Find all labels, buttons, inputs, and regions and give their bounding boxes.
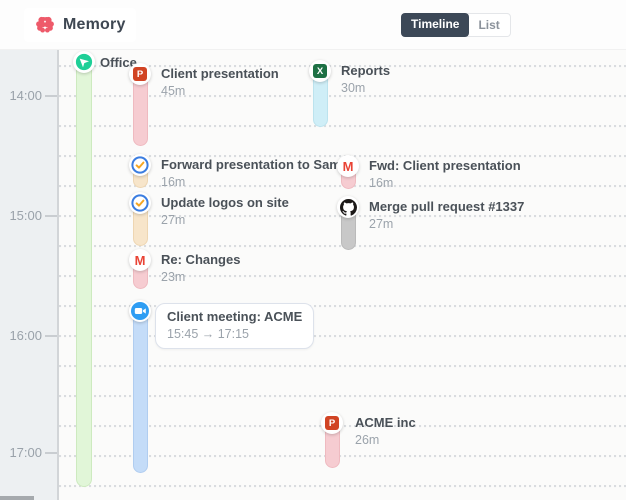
- excel-icon: X: [309, 60, 331, 82]
- task-check-icon: [129, 192, 151, 214]
- gmail-icon: M: [129, 249, 151, 271]
- app-logo: Memory: [24, 8, 136, 42]
- event-duration: 27m: [161, 213, 186, 227]
- hour-label-17: 17:00: [9, 445, 42, 460]
- event-duration-bar: [76, 53, 92, 487]
- timeline-canvas: 14:00 15:00 16:00 17:00 Office P Client …: [0, 50, 626, 500]
- event-client-meeting[interactable]: Client meeting: ACME 15:45 → 17:15: [129, 300, 315, 473]
- event-duration: 16m: [369, 176, 394, 190]
- hour-tick: [45, 335, 57, 337]
- event-time-range: 15:45 → 17:15: [167, 327, 250, 341]
- event-title: Fwd: Client presentation: [369, 158, 521, 173]
- time-axis-gutter: [0, 50, 57, 500]
- gmail-icon: M: [337, 155, 359, 177]
- event-fwd-client-presentation[interactable]: M Fwd: Client presentation 16m: [337, 155, 521, 190]
- hour-label-16: 16:00: [9, 328, 42, 343]
- hour-tick: [45, 452, 57, 454]
- event-duration: 45m: [161, 84, 186, 98]
- event-forward-presentation[interactable]: Forward presentation to Sam 16m: [129, 154, 341, 189]
- event-title: Merge pull request #1337: [369, 199, 525, 214]
- app-title: Memory: [63, 16, 126, 33]
- hour-label-14: 14:00: [9, 88, 42, 103]
- event-title: Reports: [341, 63, 391, 78]
- github-icon: [337, 196, 359, 218]
- app-header: Memory Timeline List: [0, 0, 626, 50]
- event-duration: 16m: [161, 175, 186, 189]
- event-title: Forward presentation to Sam: [161, 157, 341, 172]
- event-client-presentation[interactable]: P Client presentation 45m: [129, 63, 279, 146]
- brain-icon: [36, 16, 54, 33]
- event-duration: 23m: [161, 270, 186, 284]
- video-camera-icon: [129, 300, 151, 322]
- event-acme-inc[interactable]: P ACME inc 26m: [321, 412, 416, 468]
- event-re-changes[interactable]: M Re: Changes 23m: [129, 249, 240, 289]
- event-duration: 26m: [355, 433, 380, 447]
- horizontal-scrollbar-thumb[interactable]: [0, 496, 34, 500]
- event-title: Update logos on site: [161, 195, 289, 210]
- event-duration: 27m: [369, 217, 394, 231]
- task-check-icon: [129, 154, 151, 176]
- event-update-logos[interactable]: Update logos on site 27m: [129, 192, 289, 246]
- event-reports[interactable]: X Reports 30m: [309, 60, 390, 127]
- location-arrow-icon: [73, 51, 95, 73]
- event-title: Client presentation: [161, 66, 279, 81]
- event-title: Re: Changes: [161, 252, 241, 267]
- view-toggle: Timeline List: [401, 13, 511, 37]
- event-merge-pull-request[interactable]: Merge pull request #1337 27m: [337, 196, 524, 250]
- event-office[interactable]: Office: [73, 51, 137, 487]
- event-duration-bar: [133, 302, 148, 473]
- hour-label-15: 15:00: [9, 208, 42, 223]
- meeting-card[interactable]: Client meeting: ACME 15:45 → 17:15: [155, 303, 315, 349]
- hour-tick: [45, 95, 57, 97]
- tab-timeline[interactable]: Timeline: [401, 13, 470, 37]
- powerpoint-icon: P: [129, 63, 151, 85]
- event-duration: 30m: [341, 81, 366, 95]
- hour-tick: [45, 215, 57, 217]
- tab-list[interactable]: List: [467, 13, 511, 37]
- event-title: Client meeting: ACME: [167, 309, 303, 324]
- event-title: Office: [100, 55, 137, 70]
- time-axis-line: [57, 50, 59, 500]
- event-title: ACME inc: [355, 415, 416, 430]
- powerpoint-icon: P: [321, 412, 343, 434]
